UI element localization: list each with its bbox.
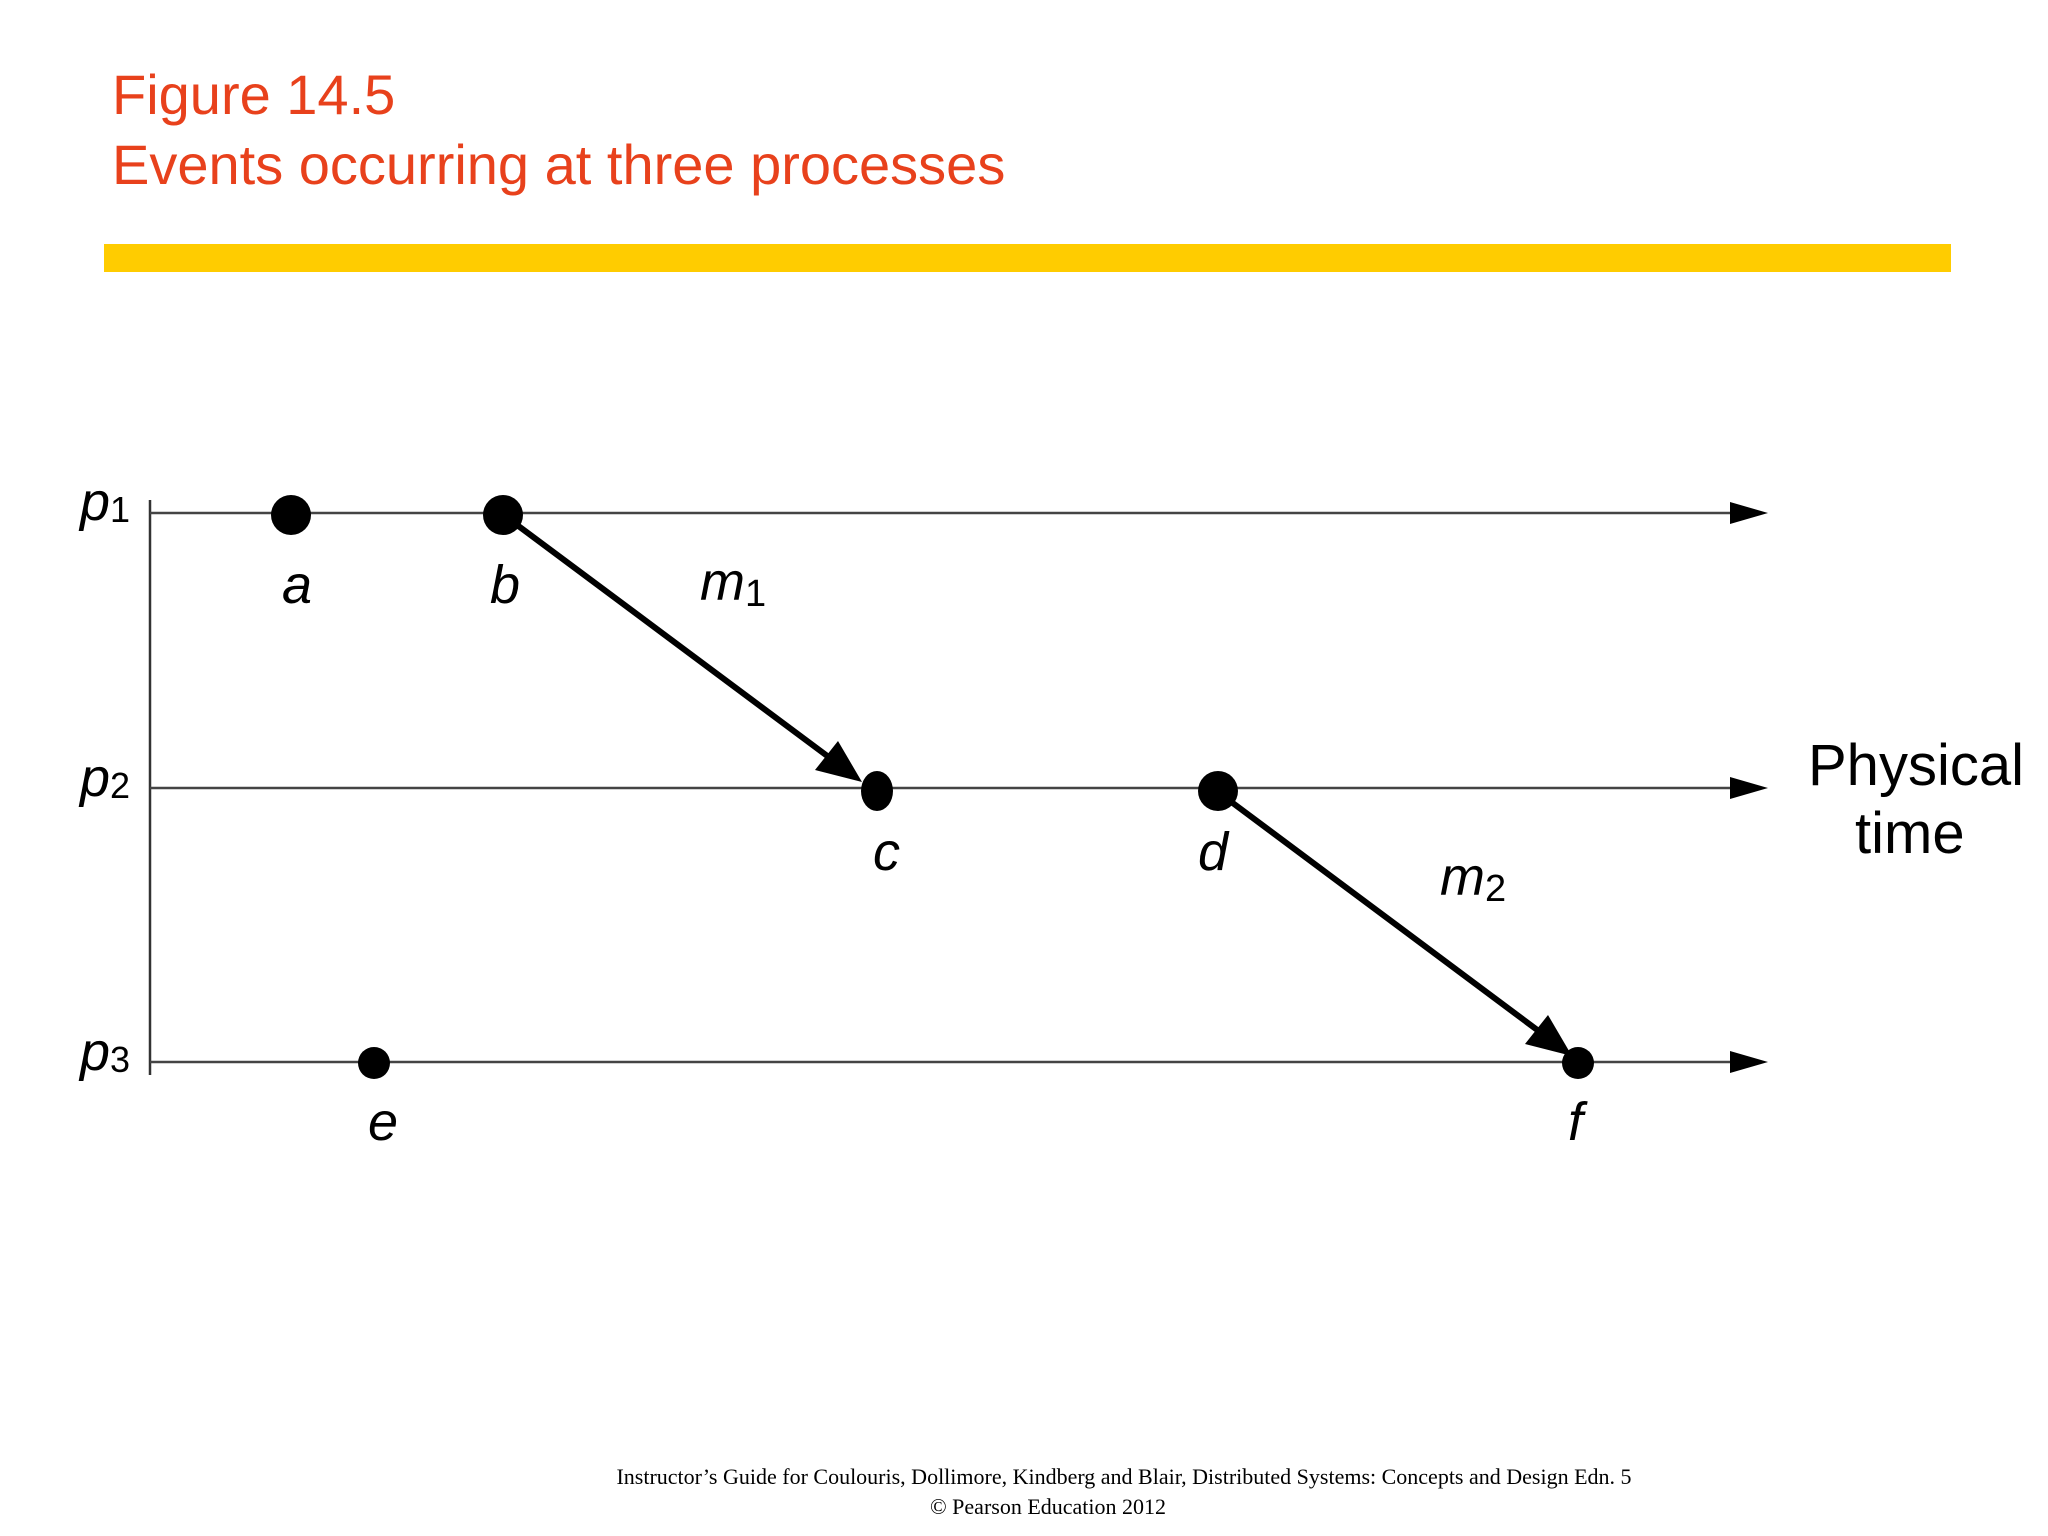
- event-b-dot: [483, 495, 523, 535]
- message-label-m1: m1: [700, 552, 766, 615]
- footer-copyright: © Pearson Education 2012: [929, 1494, 1167, 1519]
- event-label-c: c: [873, 822, 900, 882]
- footer-citation: Instructor’s Guide for Coulouris, Dollim…: [616, 1464, 1632, 1489]
- process-label-p2: p2: [78, 748, 130, 808]
- event-label-d: d: [1198, 822, 1230, 882]
- event-c-dot: [861, 771, 893, 811]
- event-label-a: a: [282, 555, 312, 615]
- event-e-dot: [358, 1047, 390, 1079]
- event-a-dot: [271, 495, 311, 535]
- timeline-p2-arrowhead: [1730, 777, 1768, 799]
- axis-label-time: time: [1855, 801, 1965, 866]
- event-label-b: b: [490, 555, 520, 615]
- message-arrow-m2: [1216, 789, 1542, 1035]
- axis-label-physical: Physical: [1808, 733, 2024, 798]
- event-label-f: f: [1568, 1092, 1588, 1152]
- slide-footer: Instructor’s Guide for Coulouris, Dollim…: [0, 1462, 2048, 1522]
- event-label-e: e: [368, 1092, 398, 1152]
- message-m2-arrowhead: [1525, 1015, 1572, 1056]
- timeline-p3-arrowhead: [1730, 1051, 1768, 1073]
- event-d-dot: [1198, 771, 1238, 811]
- figure-caption: Events occurring at three processes: [112, 133, 1006, 196]
- message-arrow-m1: [503, 513, 832, 761]
- event-f-dot: [1562, 1047, 1594, 1079]
- message-m1-arrowhead: [815, 741, 862, 782]
- message-label-m2: m2: [1440, 847, 1506, 910]
- slide-title: Figure 14.5 Events occurring at three pr…: [112, 60, 1005, 200]
- figure-number: Figure 14.5: [112, 63, 396, 126]
- process-label-p1: p1: [78, 472, 130, 532]
- process-label-p3: p3: [78, 1022, 130, 1082]
- timeline-p1-arrowhead: [1730, 502, 1768, 524]
- title-divider-bar: [104, 244, 1951, 272]
